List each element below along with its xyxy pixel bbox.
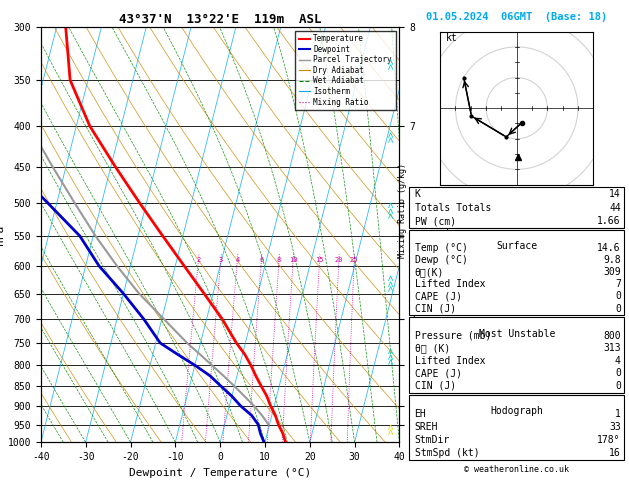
Text: CAPE (J): CAPE (J)	[415, 368, 462, 378]
Text: © weatheronline.co.uk: © weatheronline.co.uk	[464, 465, 569, 474]
Text: 15: 15	[315, 257, 324, 263]
Text: >>>: >>>	[387, 346, 397, 364]
Text: K: K	[415, 189, 420, 199]
Text: θᴇ (K): θᴇ (K)	[415, 343, 450, 353]
Text: 7: 7	[615, 279, 621, 289]
Text: 0: 0	[615, 304, 621, 313]
Text: SREH: SREH	[415, 422, 438, 432]
Text: >>>: >>>	[387, 273, 397, 291]
Text: 313: 313	[603, 343, 621, 353]
Text: CIN (J): CIN (J)	[415, 381, 455, 391]
Text: 25: 25	[350, 257, 359, 263]
Text: 4: 4	[235, 257, 240, 263]
Text: CIN (J): CIN (J)	[415, 304, 455, 313]
Text: 6: 6	[259, 257, 264, 263]
Text: EH: EH	[415, 409, 426, 419]
Text: >>>: >>>	[387, 200, 397, 218]
Text: StmSpd (kt): StmSpd (kt)	[415, 448, 479, 458]
Title: 43°37'N  13°22'E  119m  ASL: 43°37'N 13°22'E 119m ASL	[119, 13, 321, 26]
Text: 10: 10	[289, 257, 298, 263]
X-axis label: Dewpoint / Temperature (°C): Dewpoint / Temperature (°C)	[129, 468, 311, 478]
Text: Hodograph: Hodograph	[490, 406, 543, 417]
Text: θᴇ(K): θᴇ(K)	[415, 267, 444, 277]
Text: 3: 3	[219, 257, 223, 263]
Text: 800: 800	[603, 330, 621, 341]
Text: 8: 8	[277, 257, 281, 263]
Text: >>: >>	[387, 57, 397, 69]
Y-axis label: hPa: hPa	[0, 225, 5, 244]
Text: 14.6: 14.6	[598, 243, 621, 253]
Text: >>: >>	[387, 422, 397, 434]
Text: Pressure (mb): Pressure (mb)	[415, 330, 491, 341]
Text: Dewp (°C): Dewp (°C)	[415, 255, 467, 265]
Y-axis label: km
ASL: km ASL	[430, 226, 451, 243]
Text: Mixing Ratio (g/kg): Mixing Ratio (g/kg)	[398, 163, 407, 258]
Text: 20: 20	[335, 257, 343, 263]
Text: 178°: 178°	[598, 435, 621, 445]
Text: Temp (°C): Temp (°C)	[415, 243, 467, 253]
Text: 14: 14	[609, 189, 621, 199]
Text: 2: 2	[196, 257, 201, 263]
Text: 01.05.2024  06GMT  (Base: 18): 01.05.2024 06GMT (Base: 18)	[426, 12, 608, 22]
Text: 9.8: 9.8	[603, 255, 621, 265]
Text: Totals Totals: Totals Totals	[415, 203, 491, 212]
Text: 0: 0	[615, 292, 621, 301]
Text: 44: 44	[609, 203, 621, 212]
Text: 0: 0	[615, 381, 621, 391]
Text: 4: 4	[615, 356, 621, 365]
Text: StmDir: StmDir	[415, 435, 450, 445]
Text: 309: 309	[603, 267, 621, 277]
Text: 16: 16	[609, 448, 621, 458]
Text: Lifted Index: Lifted Index	[415, 356, 485, 365]
Text: Lifted Index: Lifted Index	[415, 279, 485, 289]
Text: 33: 33	[609, 422, 621, 432]
Text: 1.66: 1.66	[598, 216, 621, 226]
Text: >>: >>	[387, 130, 397, 142]
Text: kt: kt	[447, 33, 458, 43]
Legend: Temperature, Dewpoint, Parcel Trajectory, Dry Adiabat, Wet Adiabat, Isotherm, Mi: Temperature, Dewpoint, Parcel Trajectory…	[295, 31, 396, 110]
Text: Most Unstable: Most Unstable	[479, 329, 555, 339]
Text: 0: 0	[615, 368, 621, 378]
Text: PW (cm): PW (cm)	[415, 216, 455, 226]
Text: 1: 1	[615, 409, 621, 419]
Text: CAPE (J): CAPE (J)	[415, 292, 462, 301]
Text: Surface: Surface	[496, 241, 537, 251]
